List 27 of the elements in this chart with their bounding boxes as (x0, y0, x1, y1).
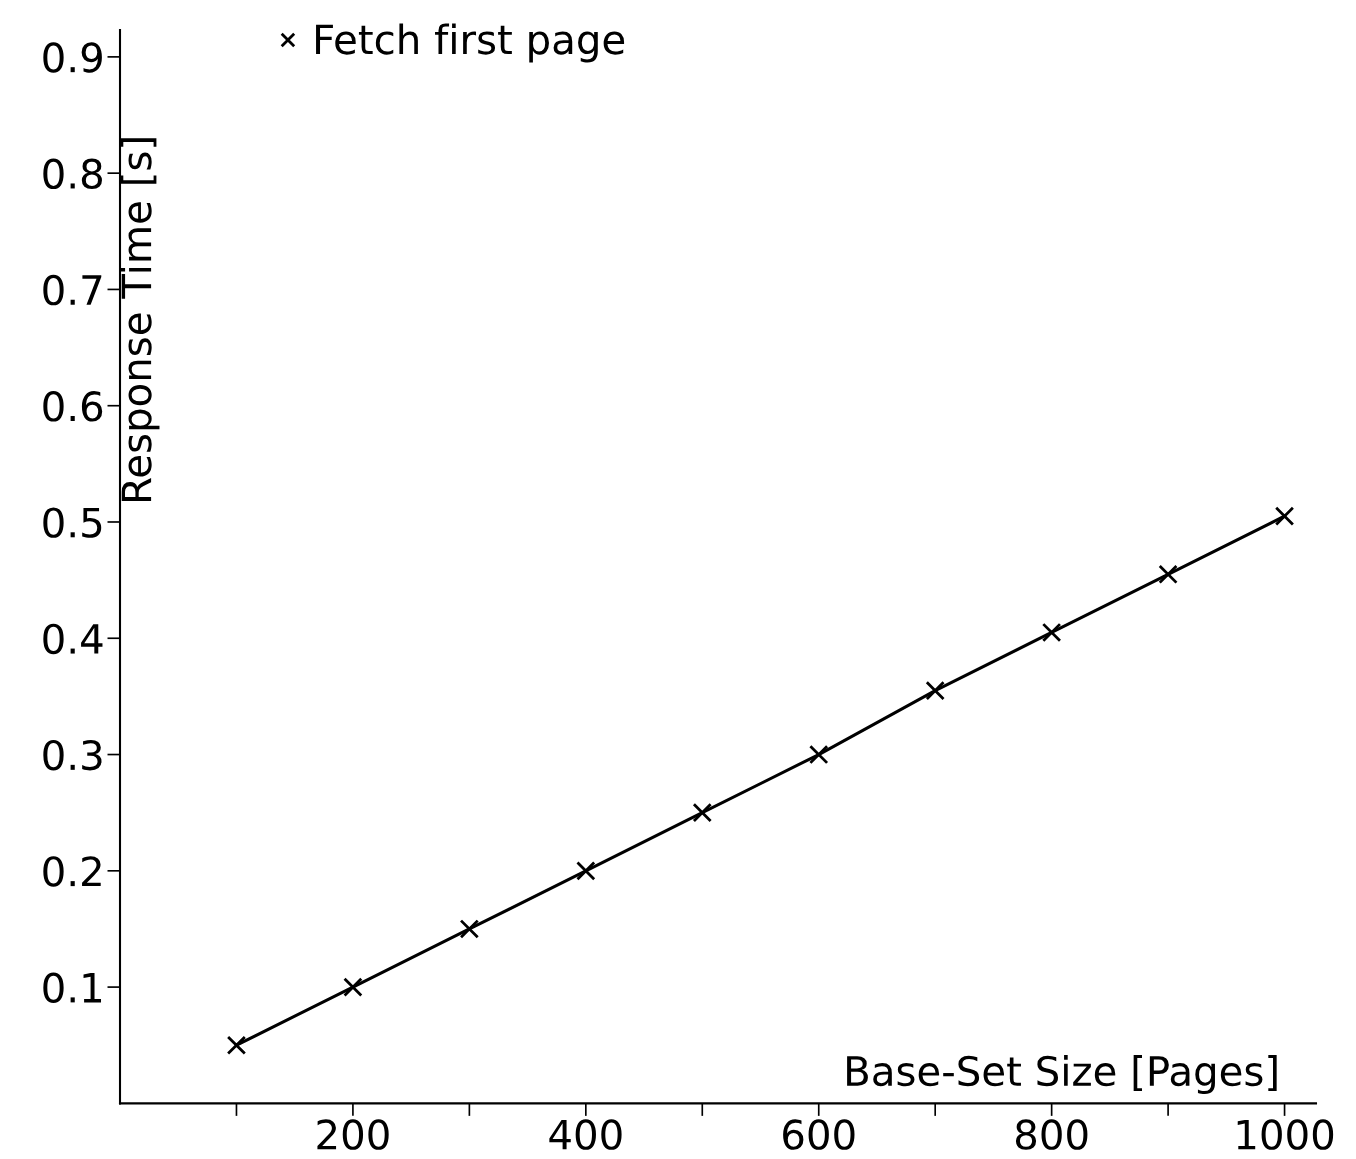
x-axis-title: Base-Set Size [Pages] (847, 1055, 1277, 1095)
y-tick-label: 0.9 (43, 42, 102, 73)
x-tick-label: 200 (317, 1119, 389, 1150)
y-tick-label: 0.6 (43, 391, 103, 422)
point (576, 861, 596, 881)
point (1041, 622, 1062, 643)
point (925, 680, 945, 701)
y-axis-title: Response Time [s] (120, 138, 160, 501)
y-tick-label: 0.1 (43, 972, 102, 1003)
legend-label: Fetch first page (316, 23, 625, 63)
x-tick-label: 800 (1015, 1119, 1088, 1150)
point (226, 1035, 247, 1055)
x-tick-label: 600 (783, 1119, 855, 1150)
y-tick-label: 0.5 (43, 507, 102, 538)
x-tick-label: 1000 (1237, 1119, 1334, 1150)
point (692, 802, 712, 823)
point (1158, 564, 1178, 585)
y-tick-label: 0.2 (43, 856, 101, 887)
point (343, 977, 363, 997)
x-tick-label: 400 (549, 1119, 622, 1150)
y-tick-label: 0.3 (43, 739, 102, 771)
y-tick-label: 0.4 (43, 623, 103, 655)
y-tick-label: 0.8 (43, 158, 102, 190)
y-tick-label: 0.7 (43, 274, 102, 306)
point (1274, 506, 1295, 526)
point (809, 744, 829, 765)
point (459, 919, 480, 939)
